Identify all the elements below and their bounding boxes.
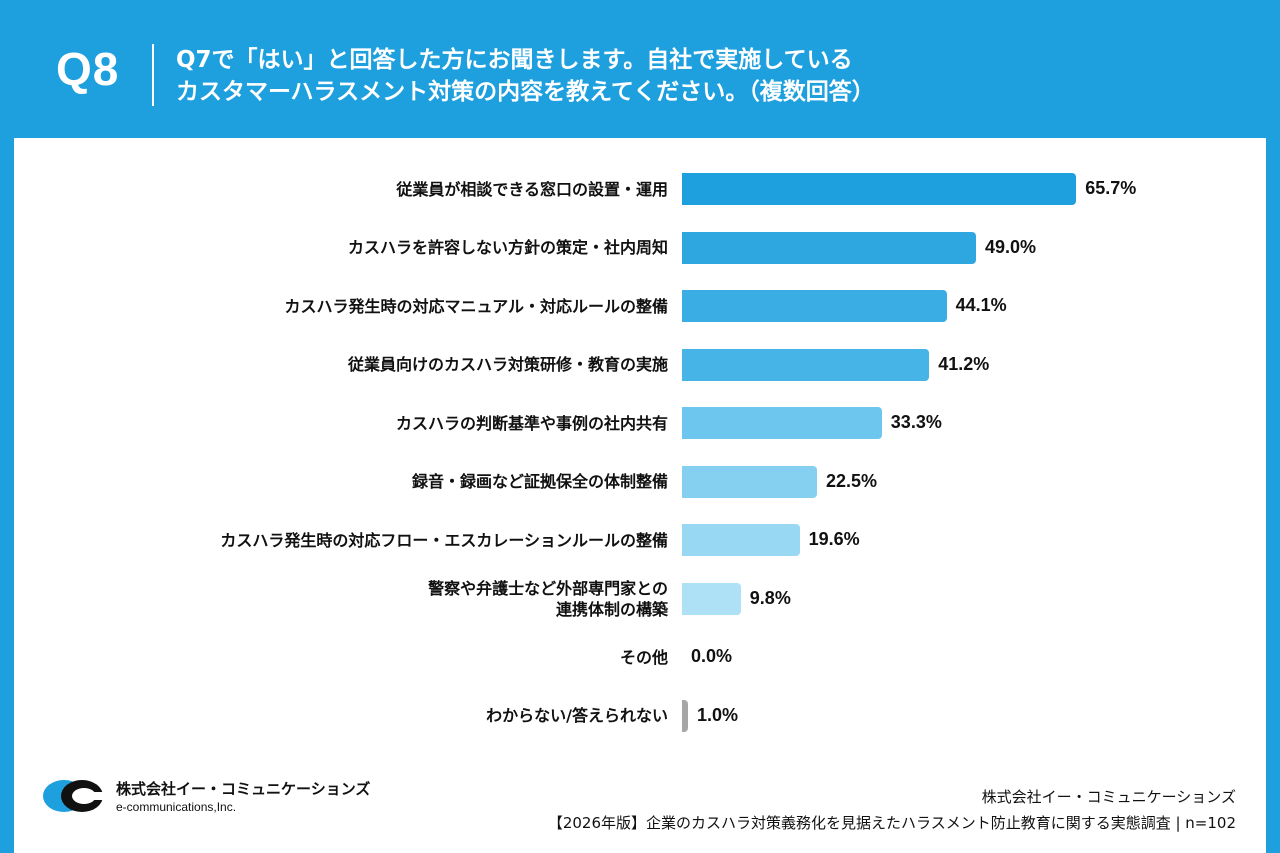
bar-value-label: 41.2% [938,353,990,374]
category-label-line: カスハラ発生時の対応マニュアル・対応ルールの整備 [284,296,668,316]
category-label: カスハラの判断基準や事例の社内共有 [108,413,668,434]
question-line-2: カスタマーハラスメント対策の内容を教えてください。（複数回答） [176,79,875,105]
header-divider [152,44,154,106]
category-label-line: 連携体制の構築 [555,599,668,619]
frame-right [1266,138,1280,853]
bar [682,173,1077,205]
category-label: わからない/答えられない [108,705,668,726]
bar-value-label: 1.0% [697,704,739,725]
question-line-1: Q7で「はい」と回答した方にお聞きします。自社で実施している [176,47,853,73]
category-label-line: カスハラを許容しない方針の策定・社内周知 [347,238,668,257]
bar-value-label: 19.6% [808,529,860,549]
bar-value-label: 49.0% [985,236,1037,257]
category-label-line: カスハラ発生時の対応フロー・エスカレーションルールの整備 [220,530,668,550]
bar-value-label: 22.5% [826,470,878,491]
category-label: 従業員が相談できる窓口の設置・運用 [108,179,668,200]
chart-panel [14,138,1266,771]
bar-value-label: 9.8% [749,587,791,608]
category-label: カスハラを許容しない方針の策定・社内周知 [108,237,668,258]
category-label: 警察や弁護士など外部専門家との 連携体制の構築 [108,578,668,620]
category-label-line: カスハラの判断基準や事例の社内共有 [395,413,668,433]
frame-left [0,138,14,853]
category-label: カスハラ発生時の対応フロー・エスカレーションルールの整備 [108,530,668,551]
bar-value-label: 33.3% [890,412,942,432]
category-label-line: 従業員が相談できる窓口の設置・運用 [396,179,668,199]
category-label-line: その他 [619,647,668,667]
category-label-line: 従業員向けのカスハラ対策研修・教育の実施 [347,355,668,374]
category-label: 従業員向けのカスハラ対策研修・教育の実施 [108,354,668,375]
company-logo-icon [43,780,106,812]
question-text: Q7で「はい」と回答した方にお聞きします。自社で実施している カスタマーハラスメ… [176,44,875,108]
source-title: 【2026年版】企業のカスハラ対策義務化を見据えたハラスメント防止教育に関する実… [547,814,1236,832]
category-label-line: わからない/答えられない [486,706,668,725]
question-header: Q8 Q7で「はい」と回答した方にお聞きします。自社で実施している カスタマーハ… [0,0,1280,138]
footer [14,760,1266,853]
bar-value-label: 65.7% [1085,178,1137,198]
logo-company-sub: e-communications,Inc. [116,800,237,814]
category-label: 録音・録画など証拠保全の体制整備 [108,471,668,492]
question-number: Q8 [56,43,120,95]
category-label-line: 録音・録画など証拠保全の体制整備 [411,472,668,491]
bar [682,348,930,381]
category-label-line: 警察や弁護士など外部専門家との [428,578,668,598]
bar-value-label: 44.1% [955,295,1007,315]
bar [682,699,688,732]
logo-company-name: 株式会社イー・コミュニケーションズ [116,780,371,798]
bar [682,231,976,264]
bar-value-label: 0.0% [691,646,733,666]
bar [682,290,947,322]
bar [682,407,882,439]
category-label: その他 [108,647,668,668]
source-company: 株式会社イー・コミュニケーションズ [981,788,1236,806]
bar [682,465,817,498]
bar [682,582,741,615]
category-label: カスハラ発生時の対応マニュアル・対応ルールの整備 [108,296,668,317]
bar [682,524,800,556]
